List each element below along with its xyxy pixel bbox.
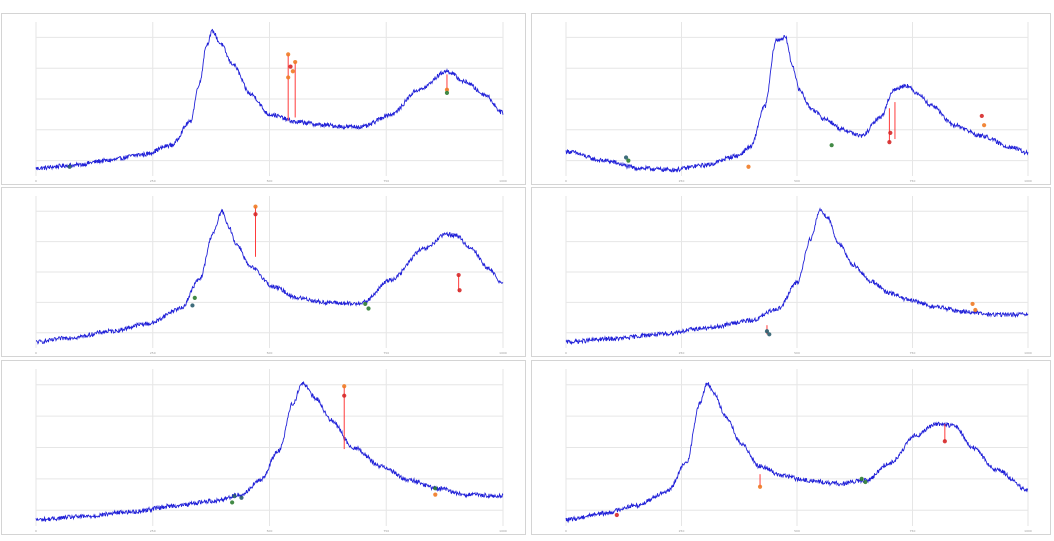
marker-point: [286, 75, 291, 80]
marker-point: [342, 393, 347, 398]
x-tick-label: 500: [267, 529, 273, 533]
chart-3-svg: 0 250 500 750 1000: [35, 196, 507, 355]
x-tick-label: 750: [383, 529, 389, 533]
marker-point: [433, 492, 438, 497]
series-line-signal: [35, 208, 504, 345]
marker-point: [888, 130, 893, 135]
marker-point: [887, 140, 892, 145]
x-tick-label: 0: [565, 529, 567, 533]
x-tick-label: 500: [267, 351, 273, 355]
x-tick-label: 0: [565, 179, 567, 183]
chart-panel-6: 0 250 500 750 1000: [531, 360, 1051, 535]
grid: [565, 196, 1029, 348]
marker-point: [764, 329, 770, 334]
x-tick-label: 0: [35, 179, 37, 183]
x-tick-label: 500: [267, 179, 273, 183]
x-tick-label: 250: [150, 179, 156, 183]
marker-point: [253, 204, 258, 209]
marker-point: [829, 143, 834, 148]
chart-1-svg: 0 250 500 750 1000: [35, 22, 507, 183]
marker-point: [444, 90, 450, 95]
marker-point: [288, 64, 293, 69]
x-tick-label: 1000: [1024, 351, 1032, 355]
marker-point: [192, 295, 197, 300]
x-tick-label: 750: [383, 179, 389, 183]
marker-point: [433, 486, 438, 491]
marker-point: [614, 512, 619, 518]
x-tick-label: 0: [35, 351, 37, 355]
marker-point: [623, 155, 629, 160]
x-tick-label: 250: [150, 351, 156, 355]
grid: [35, 22, 504, 176]
marker-point: [444, 87, 450, 92]
x-tick-label: 1000: [1024, 179, 1032, 183]
grid: [35, 196, 504, 348]
x-tick-label: 250: [679, 351, 685, 355]
x-tick-label: 1000: [499, 351, 507, 355]
marker-point: [767, 332, 772, 337]
x-tick-label: 250: [150, 529, 156, 533]
marker-point: [973, 307, 978, 313]
chart-6-svg: 0 250 500 750 1000: [565, 369, 1032, 533]
x-tick-label: 0: [565, 351, 567, 355]
marker-point: [746, 164, 751, 169]
marker-point: [366, 306, 371, 311]
x-tick-label: 750: [383, 351, 389, 355]
marker-point: [626, 158, 631, 163]
grid: [35, 369, 504, 526]
marker-point: [293, 59, 298, 65]
marker-point: [190, 303, 195, 308]
marker-point: [363, 301, 368, 307]
x-tick-label: 500: [794, 529, 800, 533]
x-tick-label: 500: [794, 351, 800, 355]
chart-panel-3: 0 250 500 750 1000: [1, 187, 526, 357]
x-tick-label: 750: [910, 179, 916, 183]
marker-point: [457, 288, 462, 293]
marker-point: [757, 484, 763, 489]
x-tick-label: 1000: [499, 179, 507, 183]
grid: [565, 22, 1029, 176]
marker-point: [239, 495, 244, 500]
marker-point: [232, 494, 237, 499]
chart-4-svg: 0 250 500 750 1000: [565, 196, 1032, 355]
marker-point: [859, 476, 864, 481]
x-tick-label: 250: [679, 179, 685, 183]
chart-panel-5: 0 250 500 750 1000: [1, 360, 526, 535]
series-line-signal: [35, 381, 504, 522]
x-tick-label: 500: [794, 179, 800, 183]
series-line-signal: [565, 34, 1029, 173]
chart-2-svg: 0 250 500 750 1000: [565, 22, 1032, 183]
marker-point: [286, 52, 291, 57]
chart-panel-1: 0 250 500 750 1000: [1, 13, 526, 185]
grid: [565, 369, 1029, 526]
x-tick-label: 750: [910, 351, 916, 355]
x-tick-label: 0: [35, 529, 37, 533]
series-line-signal: [565, 382, 1029, 524]
chart-5-svg: 0 250 500 750 1000: [35, 369, 507, 533]
series-line-signal: [35, 28, 504, 171]
marker-point: [290, 69, 295, 74]
marker-point: [970, 301, 975, 307]
marker-point: [456, 272, 461, 278]
marker-point: [942, 439, 947, 444]
x-tick-label: 1000: [499, 529, 507, 533]
marker-point: [979, 113, 984, 119]
series-line-signal: [565, 207, 1029, 346]
marker-point: [67, 164, 72, 169]
marker-point: [863, 479, 868, 485]
marker-point: [230, 500, 235, 505]
marker-point: [342, 384, 347, 389]
x-tick-label: 750: [910, 529, 916, 533]
chart-panel-2: 0 250 500 750 1000: [531, 13, 1051, 185]
marker-point: [982, 123, 987, 128]
chart-panel-4: 0 250 500 750 1000: [531, 187, 1051, 357]
x-tick-label: 250: [679, 529, 685, 533]
x-tick-label: 1000: [1024, 529, 1032, 533]
marker-point: [253, 212, 258, 217]
